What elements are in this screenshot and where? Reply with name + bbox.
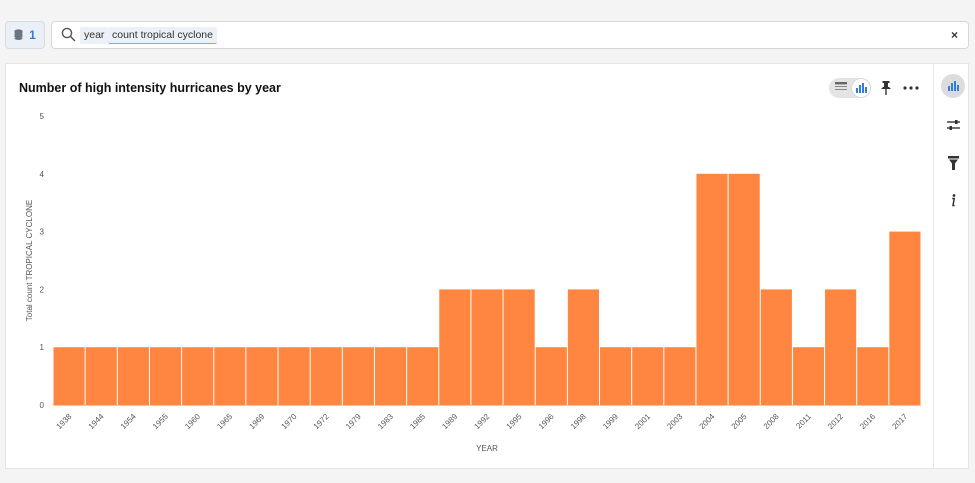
rail-filter-button[interactable]: [941, 151, 965, 175]
y-tick-label: 2: [40, 285, 45, 294]
bar[interactable]: [503, 289, 535, 405]
filter-icon: [947, 156, 959, 170]
bar[interactable]: [632, 347, 664, 405]
data-source-button[interactable]: 1: [5, 21, 45, 49]
rail-info-button[interactable]: [941, 188, 965, 212]
x-tick-label: 2012: [826, 412, 845, 431]
bar[interactable]: [214, 347, 246, 405]
more-icon: [903, 86, 919, 90]
bar[interactable]: [374, 347, 407, 405]
bar-chart: 0 1 2 3 4 5 1938 1944 1954 1955 1960 1965 1969 1970 19…: [25, 112, 921, 453]
bar[interactable]: [760, 289, 792, 405]
bar[interactable]: [600, 347, 632, 405]
x-tick-label: 2003: [665, 412, 684, 431]
bar[interactable]: [439, 289, 471, 405]
bar-chart-icon: [947, 81, 959, 91]
top-toolbar: 1 year count tropical cyclone ×: [0, 0, 975, 56]
pin-button[interactable]: [878, 78, 894, 98]
x-tick-label: 1954: [119, 412, 138, 431]
y-tick-label: 5: [40, 112, 45, 121]
bar[interactable]: [567, 289, 600, 405]
bar[interactable]: [310, 347, 342, 405]
x-tick-label: 1985: [408, 412, 427, 431]
x-tick-label: 1995: [505, 412, 524, 431]
more-options-button[interactable]: [900, 78, 922, 98]
search-icon: [61, 27, 76, 42]
bar[interactable]: [825, 289, 857, 405]
clear-search-button[interactable]: ×: [950, 28, 958, 42]
data-source-count: 1: [29, 28, 36, 42]
x-tick-label: 1970: [280, 412, 299, 431]
bar[interactable]: [85, 347, 117, 405]
x-tick-label: 1972: [312, 412, 331, 431]
x-tick-label: 2008: [762, 412, 781, 431]
bar[interactable]: [535, 347, 567, 405]
x-tick-label: 1969: [247, 412, 266, 431]
bar[interactable]: [117, 347, 149, 405]
bar[interactable]: [278, 347, 310, 405]
y-axis-title: Total count TROPICAL CYCLONE: [25, 200, 34, 321]
x-tick-label: 2001: [633, 412, 652, 431]
x-tick-label: 2017: [890, 412, 909, 431]
y-tick-label: 3: [40, 228, 45, 237]
x-tick-label: 1989: [440, 412, 459, 431]
x-tick-label: 1999: [601, 412, 620, 431]
x-tick-label: 1965: [215, 412, 234, 431]
bar[interactable]: [149, 347, 182, 405]
x-tick-label: 1960: [183, 412, 202, 431]
y-tick-label: 4: [40, 170, 45, 179]
bar[interactable]: [857, 347, 889, 405]
bar[interactable]: [182, 347, 214, 405]
x-tick-label: 1996: [537, 412, 556, 431]
pin-icon: [881, 81, 891, 95]
bar-chart-icon: [855, 83, 867, 93]
view-toggle[interactable]: [829, 78, 871, 98]
chart-view-toggle-button[interactable]: [851, 78, 871, 98]
chart-card: Number of high intensity hurricanes by y…: [5, 63, 969, 469]
bar[interactable]: [342, 347, 374, 405]
bar[interactable]: [407, 347, 439, 405]
y-tick-label: 1: [40, 343, 45, 352]
x-tick-label: 2004: [698, 412, 717, 431]
bar[interactable]: [246, 347, 278, 405]
x-tick-label: 1992: [472, 412, 491, 431]
x-tick-label: 1944: [87, 412, 106, 431]
x-tick-label: 1983: [376, 412, 395, 431]
bar[interactable]: [792, 347, 825, 405]
y-tick-label: 0: [40, 401, 45, 410]
chart-title: Number of high intensity hurricanes by y…: [19, 81, 281, 95]
x-tick-label: 2011: [794, 412, 813, 431]
table-view-icon[interactable]: [835, 82, 847, 92]
x-tick-label: 1979: [344, 412, 363, 431]
x-tick-label: 1955: [151, 412, 170, 431]
x-tick-label: 1938: [55, 412, 74, 431]
bar[interactable]: [728, 173, 760, 405]
rail-chart-button[interactable]: [941, 74, 965, 98]
bar[interactable]: [696, 173, 728, 405]
side-rail: [933, 64, 970, 468]
x-tick-label: 2005: [730, 412, 749, 431]
database-icon: [14, 29, 23, 40]
info-icon: [952, 193, 956, 206]
settings-sliders-icon: [946, 120, 960, 130]
x-tick-label: 1998: [569, 412, 588, 431]
search-bar[interactable]: year count tropical cyclone ×: [51, 21, 969, 49]
x-tick-label: 2016: [858, 412, 877, 431]
x-axis-title: YEAR: [476, 444, 498, 453]
search-token-year[interactable]: year: [80, 27, 109, 44]
search-token-count[interactable]: count tropical cyclone: [108, 27, 217, 44]
bar[interactable]: [53, 347, 85, 405]
bar[interactable]: [889, 231, 921, 405]
bar[interactable]: [471, 289, 503, 405]
rail-config-button[interactable]: [941, 113, 965, 137]
bar[interactable]: [664, 347, 696, 405]
